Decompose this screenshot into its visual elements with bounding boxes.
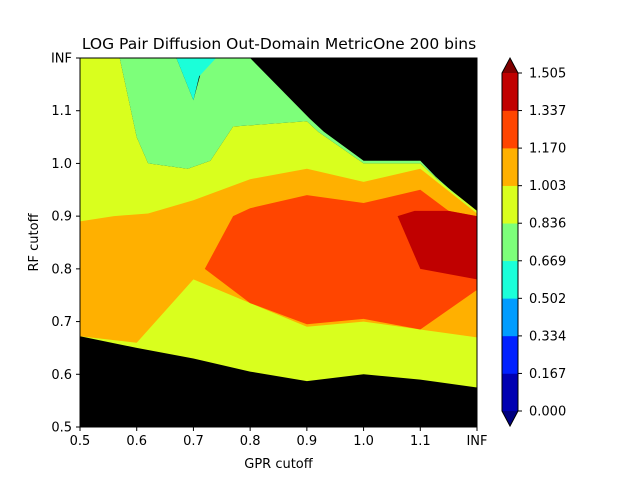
y-tick-label: 0.5 <box>51 421 72 436</box>
colorbar-tick-label: 1.337 <box>529 104 566 119</box>
colorbar-segment <box>502 335 518 374</box>
colorbar-segment <box>502 223 518 262</box>
y-tick-label: 1.0 <box>51 157 72 172</box>
x-tick-label: 1.0 <box>353 434 374 449</box>
colorbar-tick-label: 0.502 <box>529 292 566 307</box>
colorbar-segment <box>502 298 518 337</box>
contour-region-2 <box>176 58 217 101</box>
x-tick-label: 0.5 <box>70 434 91 449</box>
colorbar-tick-label: 1.505 <box>529 67 566 82</box>
colorbar-segment <box>502 148 518 186</box>
colorbar-tick-label: 0.334 <box>529 329 566 344</box>
colorbar-segment <box>502 373 518 412</box>
x-tick-label: 0.9 <box>297 434 318 449</box>
y-tick-label: INF <box>51 52 72 67</box>
y-tick-label: 0.6 <box>51 368 72 383</box>
colorbar-segment <box>502 185 518 224</box>
y-tick-label: 0.8 <box>51 262 72 277</box>
colorbar-segment <box>502 260 518 299</box>
x-tick-label: 0.7 <box>183 434 204 449</box>
colorbar-extend-min <box>502 411 518 426</box>
colorbar-segment <box>502 73 518 111</box>
colorbar-tick-label: 1.003 <box>529 179 566 194</box>
contour-region-5 <box>397 210 477 280</box>
x-tick-label: 1.1 <box>410 434 431 449</box>
colorbar-tick-label: 1.170 <box>529 142 566 157</box>
x-tick-label: 0.6 <box>126 434 147 449</box>
chart-title: LOG Pair Diffusion Out-Domain MetricOne … <box>82 35 476 53</box>
y-tick-label: 0.9 <box>51 210 72 225</box>
x-tick-label: INF <box>466 434 487 449</box>
y-tick-label: 1.1 <box>51 104 72 119</box>
contour-region-1 <box>119 58 477 214</box>
colorbar-tick-label: 0.669 <box>529 254 566 269</box>
x-axis-label: GPR cutoff <box>244 457 314 472</box>
y-axis-label: RF cutoff <box>27 212 42 271</box>
colorbar-extend-max <box>502 58 518 73</box>
colorbar-tick-label: 0.000 <box>529 405 566 420</box>
colorbar-tick-label: 0.167 <box>529 367 566 382</box>
colorbar-segment <box>502 110 518 149</box>
plot-area <box>80 58 477 427</box>
colorbar-tick-label: 0.836 <box>529 217 566 232</box>
plot-frame <box>79 57 478 428</box>
y-tick-label: 0.7 <box>51 315 72 330</box>
colorbar: 0.000 0.167 0.334 0.502 0.669 0.836 1.003 1.170… <box>501 56 566 428</box>
x-tick-label: 0.8 <box>240 434 261 449</box>
